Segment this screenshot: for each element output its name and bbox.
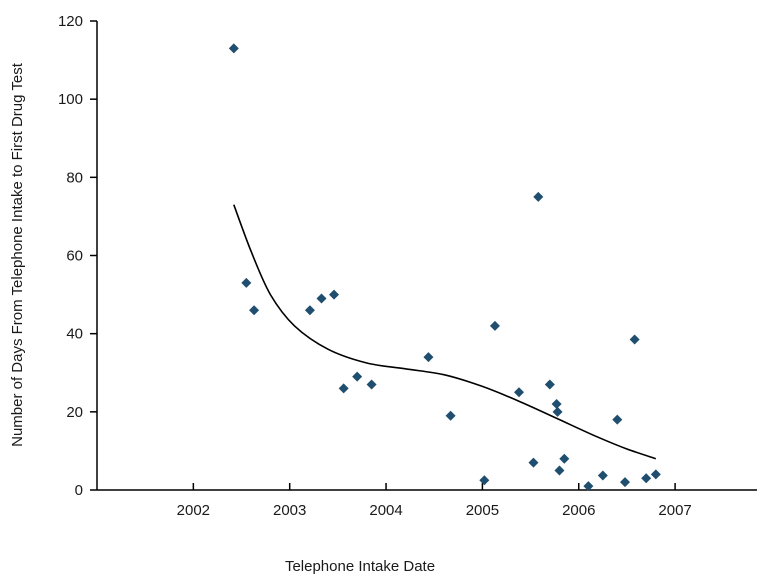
data-point bbox=[228, 43, 239, 54]
trend-line bbox=[233, 204, 657, 460]
x-axis: 2002 2003 2004 2005 2006 2007 bbox=[97, 483, 757, 519]
data-point bbox=[551, 399, 562, 410]
data-point bbox=[641, 473, 652, 484]
data-point bbox=[423, 352, 434, 363]
data-point bbox=[489, 320, 500, 331]
data-point bbox=[514, 387, 525, 398]
data-point bbox=[366, 379, 377, 390]
data-points bbox=[228, 43, 661, 492]
data-point bbox=[612, 414, 623, 425]
x-tick-label: 2002 bbox=[177, 502, 210, 519]
data-point bbox=[445, 410, 456, 421]
x-axis-title: Telephone Intake Date bbox=[285, 558, 435, 575]
y-tick-label: 120 bbox=[58, 13, 83, 30]
data-point bbox=[554, 465, 565, 476]
x-tick-label: 2004 bbox=[369, 502, 402, 519]
data-point bbox=[479, 475, 490, 486]
y-tick-label: 20 bbox=[66, 404, 83, 421]
data-point bbox=[316, 293, 327, 304]
y-tick-label: 40 bbox=[66, 326, 83, 343]
y-tick-label: 60 bbox=[66, 248, 83, 265]
data-point bbox=[559, 453, 570, 464]
data-point bbox=[304, 305, 315, 316]
data-point bbox=[241, 277, 252, 288]
data-point bbox=[329, 289, 340, 300]
y-ticks: 0 20 40 60 80 100 120 bbox=[58, 13, 97, 499]
data-point bbox=[338, 383, 349, 394]
data-point bbox=[597, 470, 608, 481]
data-point bbox=[620, 477, 630, 488]
x-ticks: 2002 2003 2004 2005 2006 2007 bbox=[177, 483, 692, 519]
data-point bbox=[650, 469, 661, 480]
y-tick-label: 0 bbox=[75, 482, 83, 499]
y-axis-title: Number of Days From Telephone Intake to … bbox=[9, 62, 26, 447]
data-point bbox=[528, 457, 539, 468]
data-point bbox=[544, 379, 555, 390]
data-point bbox=[583, 481, 594, 492]
data-point bbox=[552, 406, 563, 417]
x-tick-label: 2003 bbox=[273, 502, 306, 519]
y-tick-label: 80 bbox=[66, 169, 83, 186]
y-tick-label: 100 bbox=[58, 91, 83, 108]
x-tick-label: 2006 bbox=[562, 502, 595, 519]
data-point bbox=[249, 305, 260, 316]
y-axis: 0 20 40 60 80 100 120 bbox=[58, 13, 98, 499]
x-tick-label: 2007 bbox=[658, 502, 691, 519]
x-tick-label: 2005 bbox=[466, 502, 499, 519]
data-point bbox=[352, 371, 363, 382]
data-point bbox=[533, 191, 544, 202]
data-point bbox=[629, 334, 640, 345]
